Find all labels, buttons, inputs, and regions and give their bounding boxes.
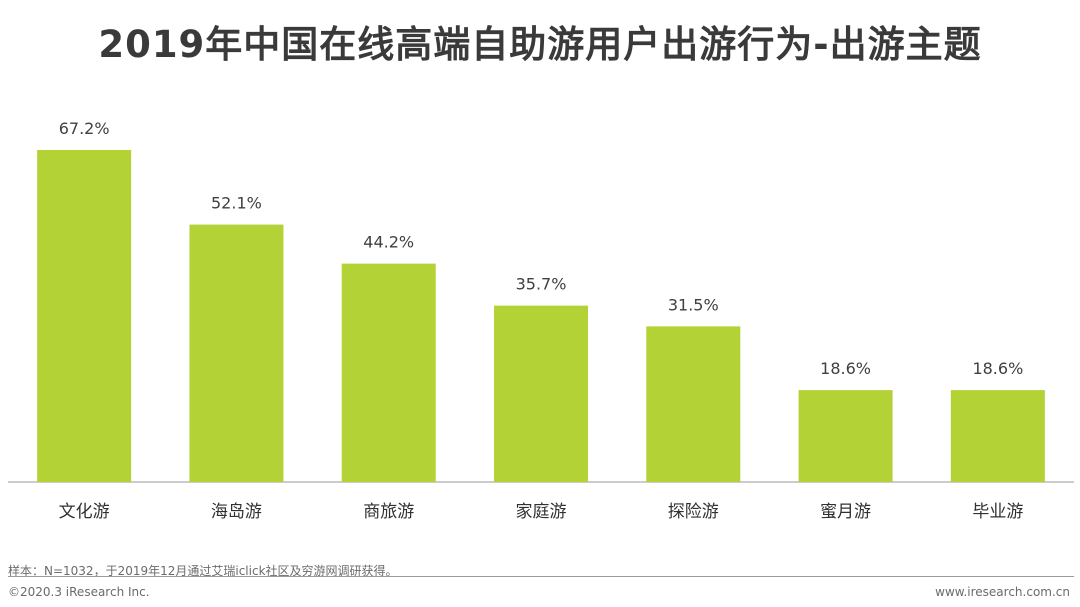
bar-4	[646, 326, 741, 482]
chart-title: 2019年中国在线高端自助游用户出游行为-出游主题	[98, 23, 982, 66]
bar-value-label: 18.6%	[820, 359, 871, 378]
bar-6	[950, 390, 1045, 482]
bar-value-label: 35.7%	[516, 275, 567, 294]
bar-chart: 67.2% 文化游 52.1% 海岛游 44.2% 商旅游 35.7% 家庭游 31.5% 探险游…	[8, 119, 1074, 522]
bar-5	[798, 390, 893, 482]
website-url: www.iresearch.com.cn	[935, 585, 1070, 599]
category-label: 海岛游	[211, 502, 262, 522]
bar-value-label: 44.2%	[363, 233, 414, 252]
sample-note: 样本：N=1032，于2019年12月通过艾瑞iclick社区及穷游网调研获得。	[8, 564, 398, 578]
category-label: 家庭游	[516, 502, 567, 522]
footer-divider	[8, 576, 1074, 577]
bar-value-label: 52.1%	[211, 194, 262, 213]
bar-value-label: 67.2%	[59, 119, 110, 138]
bar-0	[37, 150, 132, 482]
category-label: 探险游	[668, 502, 719, 522]
category-label: 蜜月游	[820, 502, 871, 522]
category-label: 毕业游	[972, 502, 1023, 522]
bar-2	[341, 263, 436, 482]
bar-value-label: 18.6%	[972, 359, 1023, 378]
category-label: 文化游	[59, 502, 110, 522]
bar-3	[494, 305, 588, 482]
bar-value-label: 31.5%	[668, 295, 719, 314]
copyright-text: ©2020.3 iResearch Inc.	[8, 585, 150, 599]
category-label: 商旅游	[363, 502, 414, 522]
bar-1	[189, 224, 284, 482]
